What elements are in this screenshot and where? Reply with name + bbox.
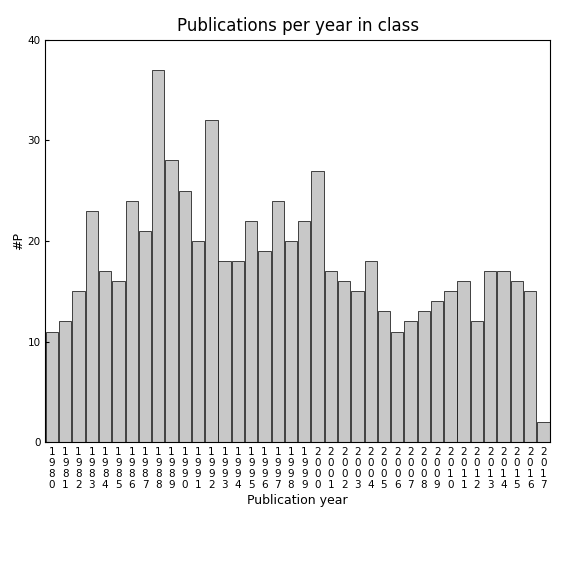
Bar (418, 311, 430, 442)
Bar (365, 261, 377, 442)
Bar (218, 261, 231, 442)
Bar (338, 281, 350, 442)
Bar (205, 120, 218, 442)
Bar (537, 422, 549, 442)
Bar (59, 321, 71, 442)
Bar (179, 191, 191, 442)
Bar (298, 221, 311, 442)
Bar (458, 281, 470, 442)
Y-axis label: #P: #P (11, 232, 24, 250)
Bar (46, 332, 58, 442)
Bar (471, 321, 483, 442)
Bar (259, 251, 270, 442)
Bar (86, 211, 98, 442)
Bar (484, 271, 496, 442)
Bar (524, 291, 536, 442)
Bar (139, 231, 151, 442)
Bar (391, 332, 404, 442)
Bar (431, 302, 443, 442)
Bar (497, 271, 510, 442)
Bar (152, 70, 164, 442)
Bar (325, 271, 337, 442)
Title: Publications per year in class: Publications per year in class (176, 18, 419, 35)
Bar (272, 201, 284, 442)
Bar (404, 321, 417, 442)
Bar (511, 281, 523, 442)
Bar (444, 291, 456, 442)
Bar (311, 171, 324, 442)
Bar (378, 311, 390, 442)
Bar (245, 221, 257, 442)
X-axis label: Publication year: Publication year (247, 494, 348, 507)
Bar (285, 241, 297, 442)
Bar (166, 160, 177, 442)
Bar (125, 201, 138, 442)
Bar (352, 291, 363, 442)
Bar (73, 291, 84, 442)
Bar (192, 241, 204, 442)
Bar (112, 281, 125, 442)
Bar (232, 261, 244, 442)
Bar (99, 271, 111, 442)
